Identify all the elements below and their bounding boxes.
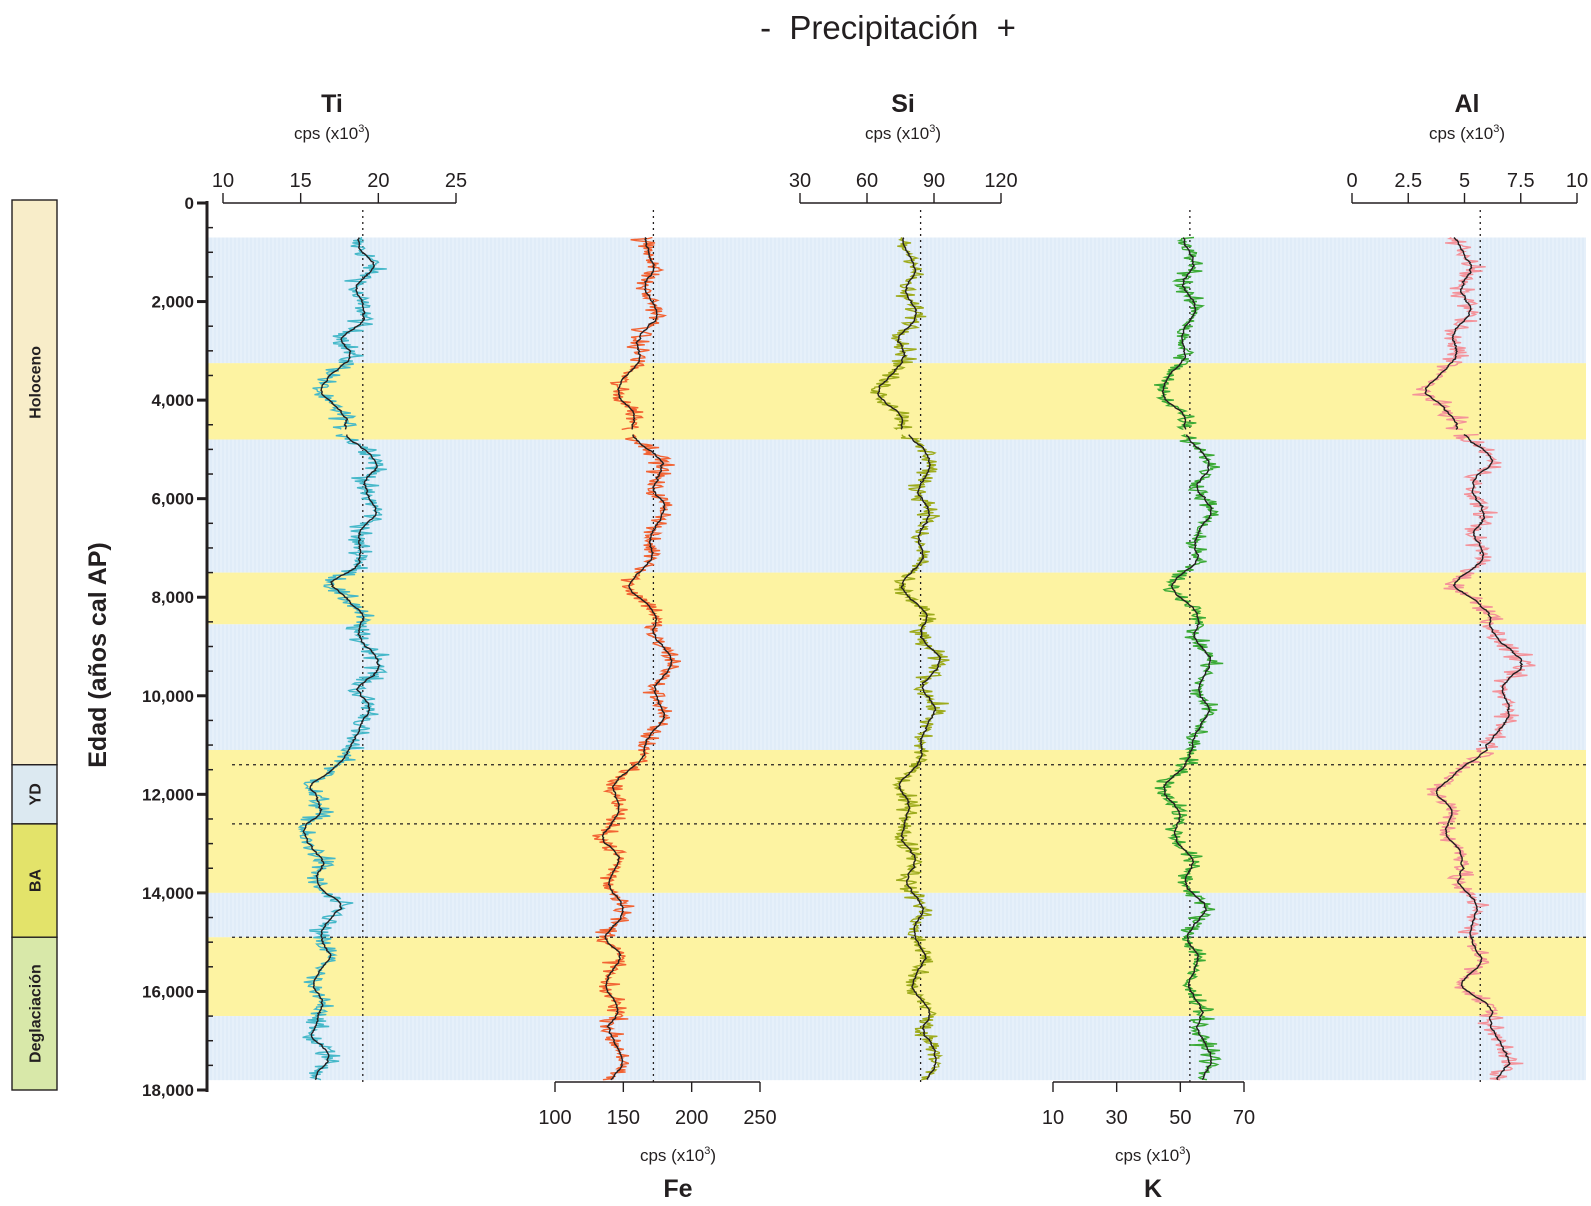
age-tick-label: 2,000 bbox=[151, 293, 194, 312]
smoothed-series-line bbox=[617, 236, 658, 430]
x-tick-label: 250 bbox=[743, 1107, 776, 1129]
age-tick-label: 6,000 bbox=[151, 490, 194, 509]
x-tick-label: 10 bbox=[212, 170, 234, 192]
unit-label: cps (x103) bbox=[1429, 123, 1505, 143]
panel-ti: Ti cps (x103) 10 15 20 25 bbox=[212, 90, 467, 1082]
age-tick-label: 4,000 bbox=[151, 391, 194, 410]
series-name: Si bbox=[891, 90, 915, 118]
age-tick-label: 0 bbox=[185, 194, 194, 213]
period-box bbox=[11, 823, 58, 938]
humid-band bbox=[207, 237, 1586, 364]
x-tick-label: 10 bbox=[1566, 170, 1588, 192]
x-tick-label: 0 bbox=[1346, 170, 1357, 192]
panel-al: Al cps (x103) 0 2.5 5 7.5 10 bbox=[1346, 90, 1588, 1082]
y-axis-title: Edad (años cal AP) bbox=[84, 542, 112, 768]
dry-band bbox=[207, 363, 1586, 440]
x-tick-label: 20 bbox=[367, 170, 389, 192]
x-tick-label: 30 bbox=[789, 170, 811, 192]
x-tick-label: 70 bbox=[1233, 1107, 1255, 1129]
series-name: Al bbox=[1455, 90, 1480, 118]
series-name: Fe bbox=[663, 1175, 692, 1203]
period-box bbox=[11, 936, 58, 1091]
x-tick-label: 15 bbox=[290, 170, 312, 192]
x-tick-label: 60 bbox=[856, 170, 878, 192]
x-tick-label: 25 bbox=[445, 170, 467, 192]
x-tick-label: 50 bbox=[1169, 1107, 1191, 1129]
smoothed-series-line bbox=[601, 434, 673, 1081]
x-tick-label: 120 bbox=[984, 170, 1017, 192]
smoothed-series-line bbox=[302, 434, 381, 1081]
period-boundaries bbox=[232, 764, 1586, 938]
unit-label: cps (x103) bbox=[865, 123, 941, 143]
raw-series-line bbox=[609, 236, 668, 431]
unit-label: cps (x103) bbox=[1115, 1145, 1191, 1165]
x-tick-label: 150 bbox=[607, 1107, 640, 1129]
x-tick-label: 2.5 bbox=[1394, 170, 1422, 192]
dry-band bbox=[207, 937, 1586, 1017]
humid-band bbox=[207, 892, 1586, 938]
age-tick-label: 12,000 bbox=[142, 785, 194, 804]
x-tick-label: 5 bbox=[1459, 170, 1470, 192]
x-tick-label: 200 bbox=[675, 1107, 708, 1129]
panel-si: Si cps (x103) 30 60 90 120 bbox=[789, 90, 1018, 1082]
unit-label: cps (x103) bbox=[294, 123, 370, 143]
unit-label: cps (x103) bbox=[640, 1145, 716, 1165]
x-tick-label: 100 bbox=[538, 1107, 571, 1129]
period-box bbox=[11, 764, 58, 825]
chart-title: - Precipitación + bbox=[760, 9, 1016, 46]
age-axis: 0 2,000 4,000 6,000 8,000 10,000 12,000 14,000 1… bbox=[142, 194, 213, 1100]
smoothed-series-line bbox=[320, 237, 376, 430]
humid-band bbox=[207, 439, 1586, 573]
smoothed-series-line bbox=[898, 434, 942, 1080]
x-tick-label: 7.5 bbox=[1507, 170, 1535, 192]
panel-fe: Fe cps (x103) 100 150 200 250 bbox=[538, 210, 777, 1203]
age-tick-label: 16,000 bbox=[142, 982, 194, 1001]
smoothed-series-line bbox=[877, 237, 918, 430]
humid-band bbox=[207, 624, 1586, 750]
smoothed-series-line bbox=[1162, 434, 1213, 1081]
smoothed-series-line bbox=[1424, 237, 1473, 430]
period-label: Holoceno bbox=[28, 346, 45, 419]
smoothed-series-line bbox=[1161, 237, 1197, 430]
x-tick-label: 10 bbox=[1042, 1107, 1064, 1129]
series-name: K bbox=[1144, 1175, 1162, 1203]
age-tick-label: 14,000 bbox=[142, 884, 194, 903]
humid-band bbox=[207, 1016, 1586, 1081]
age-tick-label: 10,000 bbox=[142, 687, 194, 706]
dry-band bbox=[207, 749, 1586, 893]
x-tick-label: 90 bbox=[923, 170, 945, 192]
x-tick-label: 30 bbox=[1106, 1107, 1128, 1129]
climate-bands bbox=[207, 237, 1586, 1081]
age-tick-label: 8,000 bbox=[151, 588, 194, 607]
period-box bbox=[11, 199, 58, 766]
period-label: BA bbox=[28, 869, 45, 893]
age-tick-label: 18,000 bbox=[142, 1081, 194, 1100]
period-column: Holoceno YD BA Deglaciación bbox=[11, 199, 58, 1091]
period-label: Deglaciación bbox=[28, 964, 45, 1063]
smoothed-series-line bbox=[1435, 433, 1524, 1081]
period-label: YD bbox=[28, 783, 45, 805]
raw-series-line bbox=[891, 434, 950, 1081]
series-name: Ti bbox=[321, 90, 343, 118]
